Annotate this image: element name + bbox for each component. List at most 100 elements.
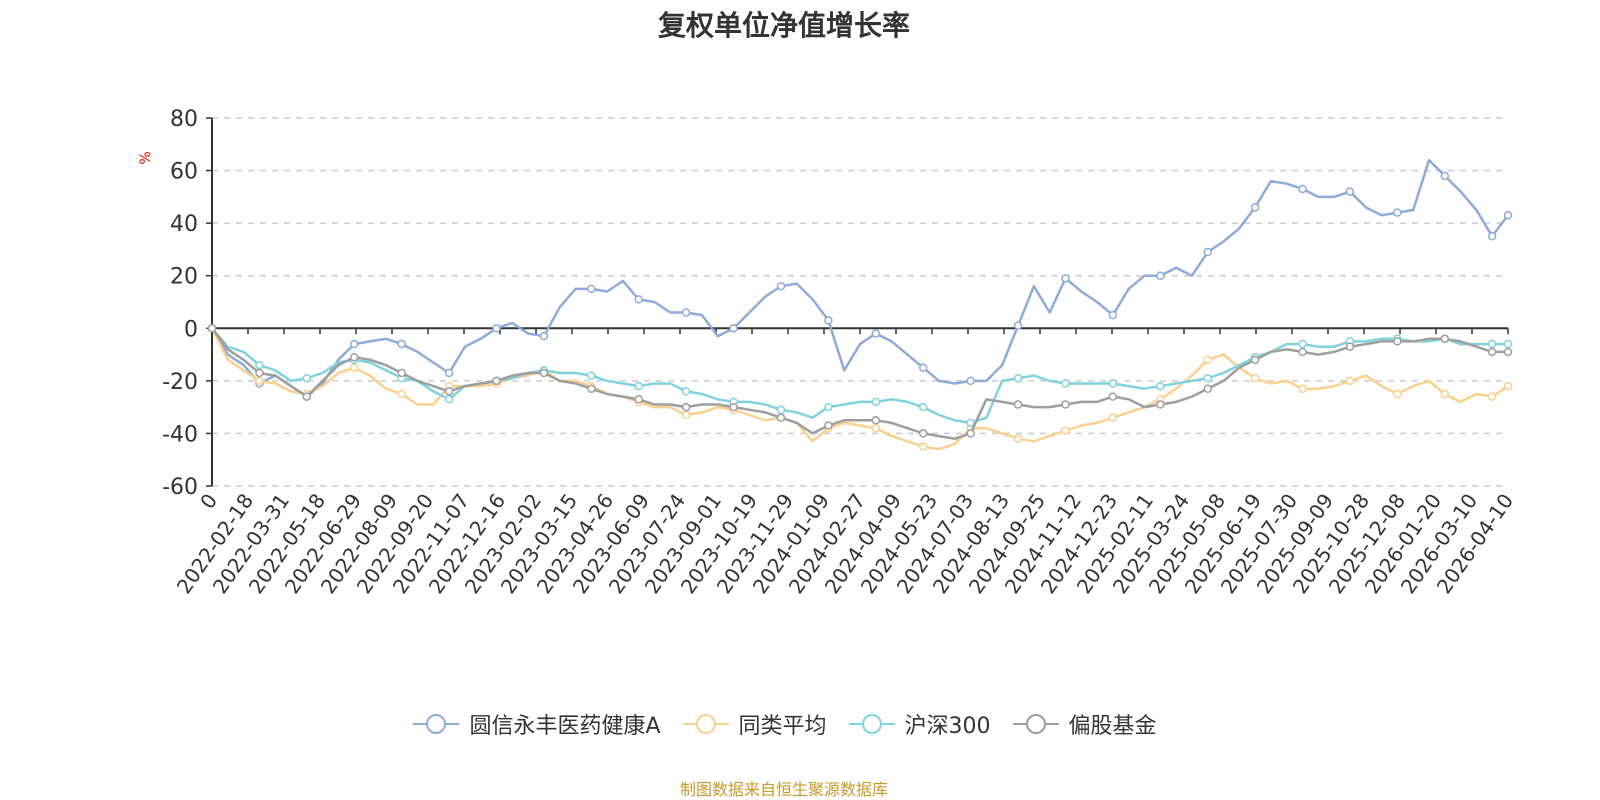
series-point [871,397,881,407]
series-point [1108,392,1118,401]
series-point [1250,355,1260,365]
series-point [302,373,312,383]
series-point [1013,373,1023,383]
series-point [871,416,881,425]
series-point [539,368,549,378]
series-point [1440,389,1450,399]
series-point [681,387,691,396]
series-point [1487,347,1497,357]
y-tick-label: -40 [162,422,198,447]
series-point [1345,376,1355,386]
legend-label: 偏股基金 [1068,714,1157,739]
series-point [1061,426,1070,436]
series-point [1250,373,1260,383]
series-point [397,339,406,349]
series-point [492,324,501,333]
series-line [211,327,1508,440]
series-point [349,339,359,349]
series-point [1487,232,1497,241]
series-point [1203,373,1212,383]
series-point [1298,184,1307,194]
series-line [211,327,1508,425]
series-point [681,410,691,420]
series-point [1345,342,1355,351]
series-point [918,363,928,372]
legend-item[interactable]: 同类平均 [681,708,827,740]
legend-item[interactable]: 沪深300 [847,708,991,740]
series-point [1203,355,1212,365]
series-point [1013,434,1023,443]
series-point [1393,337,1402,346]
series-point [255,368,264,378]
series-point [634,395,643,404]
series-point [1487,339,1497,349]
series-point [966,429,975,438]
series-point [681,308,691,317]
legend-item[interactable]: 偏股基金 [1011,708,1157,740]
series-point [1061,274,1070,283]
series-point [1013,321,1023,330]
series-point [397,389,406,399]
series-point [634,295,643,304]
data-source-note: 制图数据来自恒生聚源数据库 [679,780,888,799]
legend-marker-icon [413,714,460,734]
series-point [729,402,738,412]
y-tick-label: 80 [170,107,198,132]
series-point [1503,211,1513,220]
series-point [1061,379,1070,388]
series-point [444,387,454,396]
series-point [1393,389,1402,399]
series-point [255,360,264,370]
series-point [444,395,454,404]
legend-marker-icon [682,714,729,734]
series-point [1156,271,1165,280]
chart-title: 复权单位净值增长率 [657,9,910,42]
series-point [634,381,643,391]
series-point [1013,400,1023,409]
x-tick-label: 0 [195,489,222,513]
series-group [207,324,1513,440]
series-point [729,324,738,333]
series-point [1393,208,1402,217]
series-point [1503,381,1513,391]
series-point [1298,384,1307,393]
series-point [587,384,596,393]
series-point [918,402,928,412]
series-point [776,281,786,291]
y-tick-label: 60 [170,160,198,185]
y-tick-label: 0 [184,317,198,342]
series-point [1503,347,1513,357]
series-point [302,392,312,401]
legend-label: 同类平均 [738,714,827,739]
y-axis-unit: % [138,151,154,164]
series-point [587,371,596,380]
series-point [871,423,881,433]
series-point [966,376,975,386]
grid-lines [212,117,1508,487]
series-point [1108,413,1118,422]
series-point [1298,339,1307,349]
series-point [349,352,359,362]
series-point [918,442,928,451]
y-tick-label: 20 [170,265,198,290]
legend-marker-icon [1012,714,1059,734]
series-point [492,376,501,386]
y-tick-label: 40 [170,212,198,237]
series-line [210,158,1509,398]
legend-label: 圆信永丰医药健康A [469,714,661,739]
legend: 圆信永丰医药健康A 同类平均 沪深300 偏股基金 [0,708,1568,740]
series-point [397,368,406,378]
series-point [1108,310,1118,320]
series-point [1156,381,1165,391]
series-layer [207,158,1513,451]
series-point [776,405,786,415]
series-point [587,284,596,294]
series-point [918,429,928,438]
series-line [210,327,1509,451]
series-point [539,331,549,341]
series-point [824,421,833,430]
legend-item[interactable]: 圆信永丰医药健康A [411,708,661,740]
series-point [1203,247,1212,257]
series-point [255,376,264,386]
